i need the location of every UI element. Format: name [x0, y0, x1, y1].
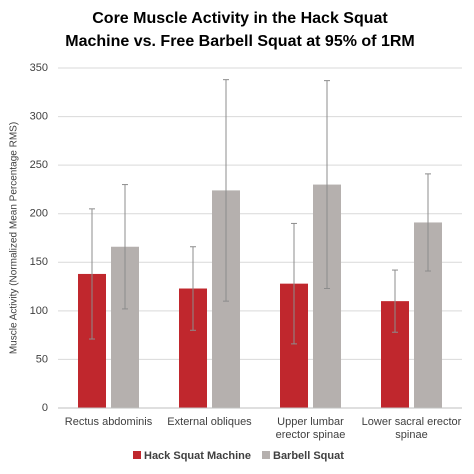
- chart-title: Machine vs. Free Barbell Squat at 95% of…: [65, 33, 414, 50]
- legend-label: Barbell Squat: [273, 450, 344, 462]
- y-tick-label: 250: [30, 159, 48, 171]
- x-tick-label: External obliques: [167, 416, 252, 428]
- y-tick-label: 200: [30, 208, 48, 220]
- y-tick-label: 350: [30, 62, 48, 74]
- y-tick-label: 50: [36, 353, 48, 365]
- x-tick-label: Upper lumbar: [277, 416, 344, 428]
- legend-swatch: [262, 451, 270, 459]
- x-tick-label: spinae: [395, 429, 427, 441]
- y-tick-label: 150: [30, 256, 48, 268]
- y-tick-label: 300: [30, 110, 48, 122]
- x-tick-label: Lower sacral erector: [362, 416, 462, 428]
- x-tick-label: Rectus abdominis: [65, 416, 153, 428]
- y-tick-label: 0: [42, 402, 48, 414]
- legend-label: Hack Squat Machine: [144, 450, 251, 462]
- y-tick-label: 100: [30, 305, 48, 317]
- y-axis-label: Muscle Activity (Normalized Mean Percent…: [9, 122, 20, 354]
- chart-title: Core Muscle Activity in the Hack Squat: [92, 10, 388, 27]
- x-tick-label: erector spinae: [276, 429, 346, 441]
- legend-swatch: [133, 451, 141, 459]
